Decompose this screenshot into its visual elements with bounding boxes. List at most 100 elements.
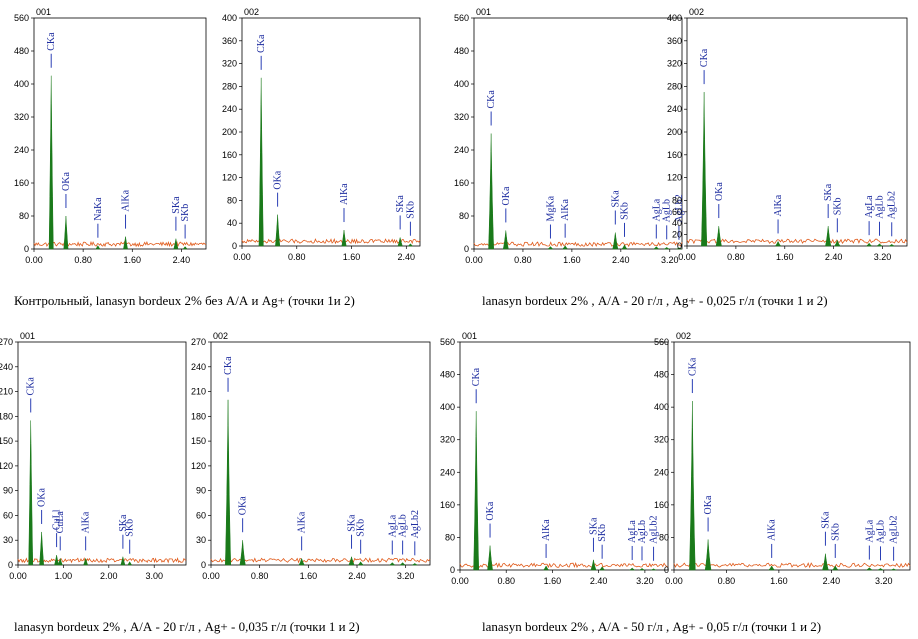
y-tick-label: 400	[667, 13, 682, 23]
element-line-label: SKb	[125, 519, 136, 537]
element-line-label: AgLb	[875, 195, 886, 218]
y-tick-label: 240	[222, 104, 237, 114]
x-tick-label: 1.60	[544, 576, 562, 586]
x-tick-label: 2.40	[398, 252, 416, 262]
x-tick-label: 1.60	[343, 252, 361, 262]
element-line-label: AlKa	[560, 198, 571, 220]
element-line-label: AlKa	[297, 511, 308, 533]
spectrum-peak	[488, 133, 494, 250]
y-tick-label: 200	[222, 127, 237, 137]
y-tick-label: 240	[654, 467, 669, 477]
spectrum-peak	[825, 226, 832, 247]
spectrum-peak	[652, 246, 660, 250]
spectrum-peak	[546, 246, 554, 250]
element-line-label: SKb	[405, 201, 416, 219]
x-tick-label: 0.00	[202, 571, 220, 581]
spectrum-panel-1: 001 0 80 160 240 320 400 480 560 0.00 0.80 1.60 2.40…	[14, 7, 207, 265]
spectrum-peak	[182, 246, 188, 250]
y-tick-label: 0	[232, 241, 237, 251]
panel-id-label: 001	[20, 331, 35, 341]
y-tick-label: 210	[191, 387, 206, 397]
plot-frame	[686, 17, 908, 247]
element-line-label: AlKa	[339, 183, 350, 205]
y-tick-label: 560	[654, 337, 669, 347]
spectrum-peak	[629, 567, 635, 571]
spectrum-peak	[275, 214, 281, 247]
spectrum-peak	[612, 232, 619, 250]
y-tick-label: 40	[672, 218, 682, 228]
element-line-label: SKb	[356, 519, 367, 537]
plot-frame	[459, 341, 669, 571]
y-tick-label: 120	[0, 461, 13, 471]
y-tick-label: 0	[664, 565, 669, 575]
y-tick-label: 80	[19, 211, 29, 221]
spectrum-peak	[650, 568, 657, 571]
y-tick-label: 320	[654, 435, 669, 445]
x-tick-label: 0.80	[497, 576, 515, 586]
spectrum-peak	[502, 230, 509, 250]
element-line-label: AgLa	[387, 514, 398, 537]
spectrum-peak	[411, 563, 418, 566]
element-line-label: OKa	[501, 186, 512, 205]
element-line-label: AgLa	[651, 198, 662, 221]
y-tick-label: 180	[0, 411, 13, 421]
spectrum-peak	[561, 245, 569, 250]
spectrum-peak	[704, 539, 712, 571]
y-tick-label: 480	[440, 370, 455, 380]
y-tick-label: 400	[654, 402, 669, 412]
x-tick-label: 0.00	[451, 576, 469, 586]
element-line-label: CKa	[486, 90, 497, 109]
element-line-label: CKa	[46, 32, 57, 51]
y-tick-label: 60	[672, 207, 682, 217]
y-tick-label: 240	[191, 362, 206, 372]
y-tick-label: 560	[454, 13, 469, 23]
y-tick-label: 480	[14, 46, 29, 56]
spectrum-panel-5: 001 0 30 60 90 120 150 180 210 240 270 0.00 1.00 2.00…	[0, 331, 187, 581]
y-tick-label: 240	[0, 362, 13, 372]
element-line-label: AgLb	[662, 199, 673, 222]
y-tick-label: 90	[196, 486, 206, 496]
panel-id-label: 001	[462, 331, 477, 341]
y-tick-label: 280	[222, 81, 237, 91]
y-tick-label: 30	[196, 535, 206, 545]
x-tick-label: 1.60	[563, 255, 581, 265]
y-tick-label: 160	[14, 178, 29, 188]
element-line-label: CKa	[471, 367, 482, 386]
spectrum-peak	[48, 75, 54, 250]
spectrum-peak	[54, 555, 60, 566]
spectrum-peak	[676, 247, 682, 250]
y-tick-label: 400	[222, 13, 237, 23]
x-tick-label: 3.20	[636, 576, 654, 586]
spectrum-peak	[876, 243, 883, 247]
caption-row2-right: lanasyn bordeux 2% , А/А - 50 г/л , Ag+ …	[482, 619, 821, 634]
x-tick-label: 0.80	[251, 571, 269, 581]
panel-id-label: 002	[244, 7, 259, 17]
panel-id-label: 002	[676, 331, 691, 341]
y-tick-label: 320	[14, 112, 29, 122]
y-tick-label: 160	[454, 178, 469, 188]
element-line-label: AgLb	[876, 520, 887, 543]
x-tick-label: 2.40	[823, 576, 841, 586]
spectrum-peak	[57, 557, 63, 566]
element-line-label: AgLa	[627, 520, 638, 543]
element-line-label: OKa	[61, 172, 72, 191]
element-line-label: SKb	[832, 198, 843, 216]
y-tick-label: 60	[196, 510, 206, 520]
y-tick-label: 560	[14, 13, 29, 23]
background-noise-line	[459, 561, 669, 569]
x-tick-label: 0.00	[233, 252, 251, 262]
y-tick-label: 270	[191, 337, 206, 347]
element-line-label: AgLb2	[889, 515, 900, 543]
element-line-label: AgLb2	[649, 515, 660, 543]
x-tick-label: 1.60	[124, 255, 142, 265]
y-tick-label: 90	[3, 486, 13, 496]
y-tick-label: 150	[0, 436, 13, 446]
y-tick-label: 80	[445, 532, 455, 542]
element-line-label: AgLa	[864, 195, 875, 218]
element-line-label: CKa	[687, 357, 698, 376]
element-line-label: AgLa	[864, 519, 875, 542]
spectrum-peak	[258, 77, 264, 247]
